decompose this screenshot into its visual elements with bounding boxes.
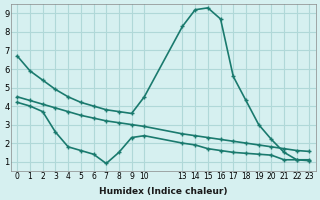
X-axis label: Humidex (Indice chaleur): Humidex (Indice chaleur) xyxy=(99,187,228,196)
